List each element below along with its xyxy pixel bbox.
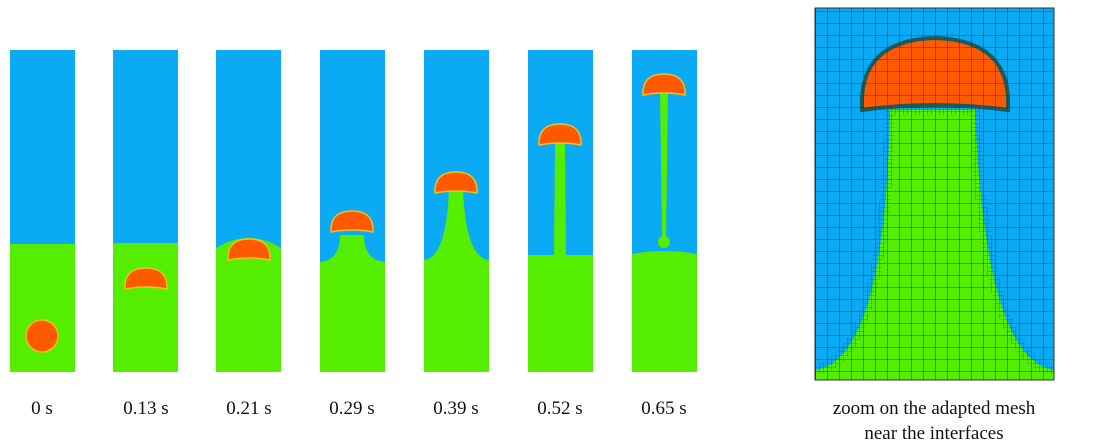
time-label: 0.13 s xyxy=(123,398,168,419)
panel xyxy=(10,50,75,372)
mesh-zoom xyxy=(814,7,1055,381)
time-label: 0 s xyxy=(31,398,53,419)
time-label: 0.39 s xyxy=(433,398,478,419)
caption: zoom on the adapted mesh xyxy=(833,398,1036,419)
panel xyxy=(528,50,593,372)
time-label: 0.52 s xyxy=(537,398,582,419)
time-label: 0.65 s xyxy=(641,398,686,419)
panel xyxy=(113,50,178,372)
panel xyxy=(632,50,697,372)
panel xyxy=(320,50,385,372)
panel xyxy=(216,50,281,372)
time-label: 0.29 s xyxy=(329,398,374,419)
caption: near the interfaces xyxy=(864,423,1003,444)
panel xyxy=(424,50,489,372)
time-label: 0.21 s xyxy=(226,398,271,419)
